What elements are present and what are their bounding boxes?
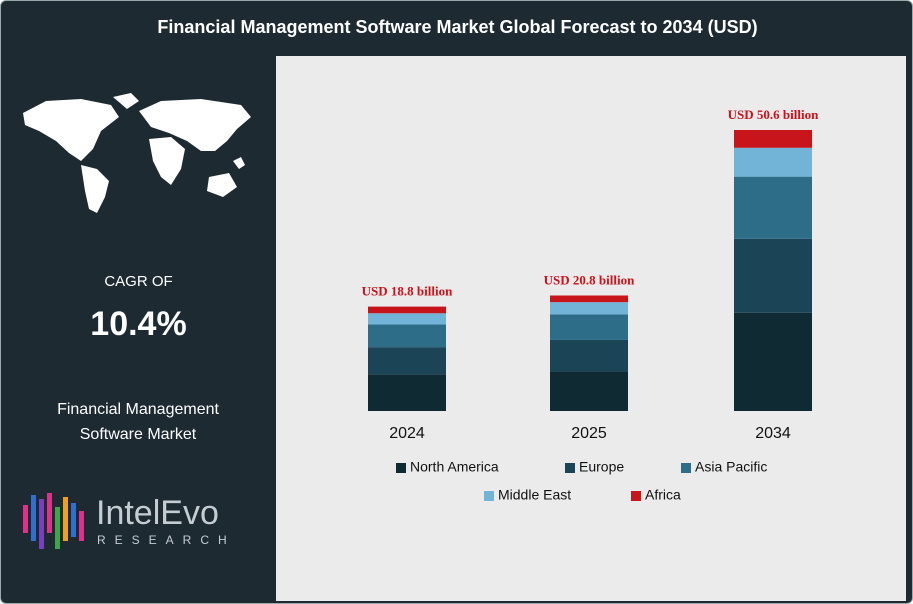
bar-segment bbox=[734, 238, 812, 313]
total-label: USD 18.8 billion bbox=[362, 284, 453, 299]
bar-segment bbox=[368, 347, 446, 375]
bar-segment bbox=[734, 130, 812, 148]
legend-label: Africa bbox=[645, 487, 681, 503]
legend-label: Middle East bbox=[498, 487, 571, 503]
x-tick-label: 2025 bbox=[571, 425, 607, 442]
cagr-label: CAGR OF bbox=[104, 273, 173, 290]
total-label: USD 50.6 billion bbox=[728, 107, 819, 122]
legend-swatch bbox=[681, 463, 691, 473]
bar-segment bbox=[368, 324, 446, 348]
legend-swatch bbox=[396, 463, 406, 473]
legend-swatch bbox=[631, 491, 641, 501]
legend-swatch bbox=[565, 463, 575, 473]
bar-segment bbox=[550, 295, 628, 303]
logo-name: IntelEvo bbox=[96, 494, 219, 532]
world-map bbox=[23, 93, 251, 213]
legend-label: Europe bbox=[579, 459, 624, 475]
bar-segment bbox=[368, 306, 446, 314]
title: Financial Management Software Market Glo… bbox=[157, 17, 758, 37]
x-tick-label: 2024 bbox=[389, 425, 425, 442]
legend-swatch bbox=[484, 491, 494, 501]
bar-segment bbox=[550, 371, 628, 411]
bar-segment bbox=[550, 339, 628, 372]
legend-label: Asia Pacific bbox=[695, 459, 767, 475]
logo-icon bbox=[23, 493, 84, 549]
bar-segment bbox=[734, 147, 812, 177]
cagr-value: 10.4% bbox=[90, 305, 187, 343]
logo-sub: RESEARCH bbox=[97, 533, 236, 547]
market-name: Financial Management Software Market bbox=[57, 401, 219, 443]
total-label: USD 20.8 billion bbox=[544, 272, 635, 287]
x-tick-label: 2034 bbox=[755, 425, 791, 442]
legend-label: North America bbox=[410, 459, 499, 475]
bar-segment bbox=[734, 176, 812, 239]
bar-segment bbox=[368, 313, 446, 325]
bar-segment bbox=[550, 302, 628, 315]
bar-segment bbox=[734, 312, 812, 411]
bar-segment bbox=[368, 374, 446, 411]
bar-segment bbox=[550, 314, 628, 340]
